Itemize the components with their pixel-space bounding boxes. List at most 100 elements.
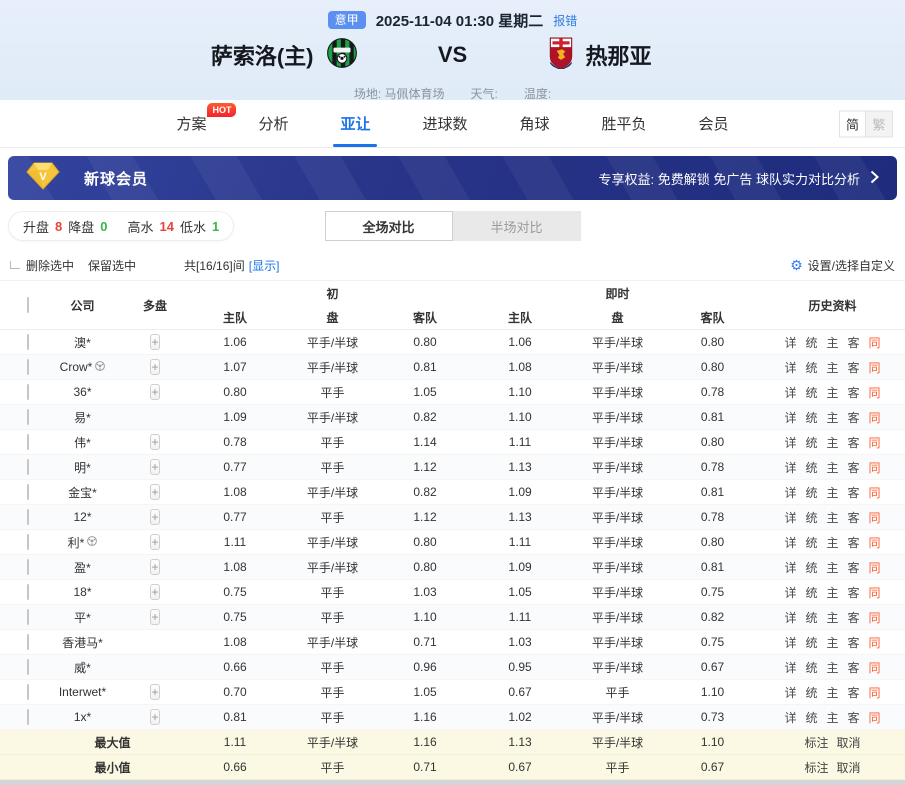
- history-link-4[interactable]: 客: [847, 485, 860, 500]
- history-link-3[interactable]: 主: [826, 435, 839, 450]
- multi-market-button[interactable]: +: [150, 534, 160, 550]
- history-link-1[interactable]: 详: [784, 485, 797, 500]
- history-link-2[interactable]: 统: [805, 560, 818, 575]
- select-all-checkbox[interactable]: [27, 297, 29, 313]
- full-match-toggle[interactable]: 全场对比: [324, 211, 453, 241]
- history-link-1[interactable]: 详: [784, 410, 797, 425]
- multi-market-button[interactable]: +: [150, 484, 160, 500]
- history-link-2[interactable]: 统: [805, 610, 818, 625]
- history-link-2[interactable]: 统: [805, 510, 818, 525]
- history-link-5[interactable]: 同: [868, 635, 881, 650]
- history-link-5[interactable]: 同: [868, 485, 881, 500]
- history-link-3[interactable]: 主: [826, 610, 839, 625]
- history-link-1[interactable]: 详: [784, 360, 797, 375]
- delete-selected-button[interactable]: 删除选中: [26, 258, 75, 273]
- multi-market-button[interactable]: +: [150, 559, 160, 575]
- history-link-2[interactable]: 统: [805, 710, 818, 725]
- history-link-1[interactable]: 详: [784, 385, 797, 400]
- row-checkbox[interactable]: [27, 334, 29, 350]
- row-checkbox[interactable]: [27, 634, 29, 650]
- history-link-1[interactable]: 详: [784, 510, 797, 525]
- vip-banner[interactable]: V 新球会员 专享权益: 免费解锁 免广告 球队实力对比分析: [8, 156, 897, 200]
- history-link-4[interactable]: 客: [847, 535, 860, 550]
- history-link-5[interactable]: 同: [868, 460, 881, 475]
- history-link-4[interactable]: 客: [847, 635, 860, 650]
- row-checkbox[interactable]: [27, 484, 29, 500]
- history-link-5[interactable]: 同: [868, 435, 881, 450]
- row-checkbox[interactable]: [27, 434, 29, 450]
- row-checkbox[interactable]: [27, 409, 29, 425]
- history-link-1[interactable]: 详: [784, 685, 797, 700]
- multi-market-button[interactable]: +: [150, 434, 160, 450]
- history-link-4[interactable]: 客: [847, 360, 860, 375]
- history-link-2[interactable]: 统: [805, 535, 818, 550]
- history-link-2[interactable]: 统: [805, 660, 818, 675]
- row-checkbox[interactable]: [27, 684, 29, 700]
- history-link-3[interactable]: 主: [826, 535, 839, 550]
- lang-simplified-button[interactable]: 简: [839, 110, 866, 137]
- tab-1x2[interactable]: 胜平负: [601, 116, 647, 133]
- tab-member[interactable]: 会员: [698, 116, 729, 133]
- tab-analysis[interactable]: 分析: [258, 116, 289, 133]
- history-link-4[interactable]: 客: [847, 410, 860, 425]
- multi-market-button[interactable]: +: [150, 334, 160, 350]
- history-link-5[interactable]: 同: [868, 335, 881, 350]
- history-link-2[interactable]: 统: [805, 635, 818, 650]
- history-link-3[interactable]: 主: [826, 685, 839, 700]
- multi-market-button[interactable]: +: [150, 459, 160, 475]
- history-link-5[interactable]: 同: [868, 510, 881, 525]
- history-link-5[interactable]: 同: [868, 585, 881, 600]
- history-link-4[interactable]: 客: [847, 710, 860, 725]
- tab-corners[interactable]: 角球: [519, 116, 550, 133]
- mark-button[interactable]: 标注: [804, 735, 829, 750]
- history-link-2[interactable]: 统: [805, 435, 818, 450]
- history-link-3[interactable]: 主: [826, 460, 839, 475]
- keep-selected-button[interactable]: 保留选中: [88, 258, 137, 273]
- history-link-5[interactable]: 同: [868, 660, 881, 675]
- history-link-4[interactable]: 客: [847, 385, 860, 400]
- multi-market-button[interactable]: +: [150, 709, 160, 725]
- history-link-1[interactable]: 详: [784, 435, 797, 450]
- multi-market-button[interactable]: +: [150, 609, 160, 625]
- history-link-1[interactable]: 详: [784, 635, 797, 650]
- history-link-2[interactable]: 统: [805, 485, 818, 500]
- history-link-2[interactable]: 统: [805, 685, 818, 700]
- history-link-4[interactable]: 客: [847, 435, 860, 450]
- row-checkbox[interactable]: [27, 459, 29, 475]
- multi-market-button[interactable]: +: [150, 584, 160, 600]
- row-checkbox[interactable]: [27, 534, 29, 550]
- row-checkbox[interactable]: [27, 559, 29, 575]
- multi-market-button[interactable]: +: [150, 684, 160, 700]
- history-link-1[interactable]: 详: [784, 585, 797, 600]
- history-link-5[interactable]: 同: [868, 685, 881, 700]
- history-link-3[interactable]: 主: [826, 635, 839, 650]
- history-link-1[interactable]: 详: [784, 335, 797, 350]
- history-link-1[interactable]: 详: [784, 710, 797, 725]
- history-link-4[interactable]: 客: [847, 460, 860, 475]
- row-checkbox[interactable]: [27, 709, 29, 725]
- history-link-3[interactable]: 主: [826, 410, 839, 425]
- history-link-3[interactable]: 主: [826, 485, 839, 500]
- history-link-5[interactable]: 同: [868, 385, 881, 400]
- history-link-3[interactable]: 主: [826, 585, 839, 600]
- history-link-3[interactable]: 主: [826, 510, 839, 525]
- multi-market-button[interactable]: +: [150, 509, 160, 525]
- history-link-5[interactable]: 同: [868, 710, 881, 725]
- history-link-4[interactable]: 客: [847, 335, 860, 350]
- history-link-4[interactable]: 客: [847, 660, 860, 675]
- lang-traditional-button[interactable]: 繁: [866, 110, 893, 137]
- cancel-button[interactable]: 取消: [836, 735, 861, 750]
- history-link-1[interactable]: 详: [784, 535, 797, 550]
- history-link-2[interactable]: 统: [805, 360, 818, 375]
- history-link-1[interactable]: 详: [784, 610, 797, 625]
- cancel-button[interactable]: 取消: [836, 760, 861, 775]
- history-link-5[interactable]: 同: [868, 535, 881, 550]
- history-link-1[interactable]: 详: [784, 560, 797, 575]
- row-checkbox[interactable]: [27, 659, 29, 675]
- history-link-4[interactable]: 客: [847, 685, 860, 700]
- history-link-5[interactable]: 同: [868, 610, 881, 625]
- history-link-1[interactable]: 详: [784, 460, 797, 475]
- history-link-2[interactable]: 统: [805, 410, 818, 425]
- show-link[interactable]: [显示]: [248, 258, 280, 273]
- history-link-3[interactable]: 主: [826, 335, 839, 350]
